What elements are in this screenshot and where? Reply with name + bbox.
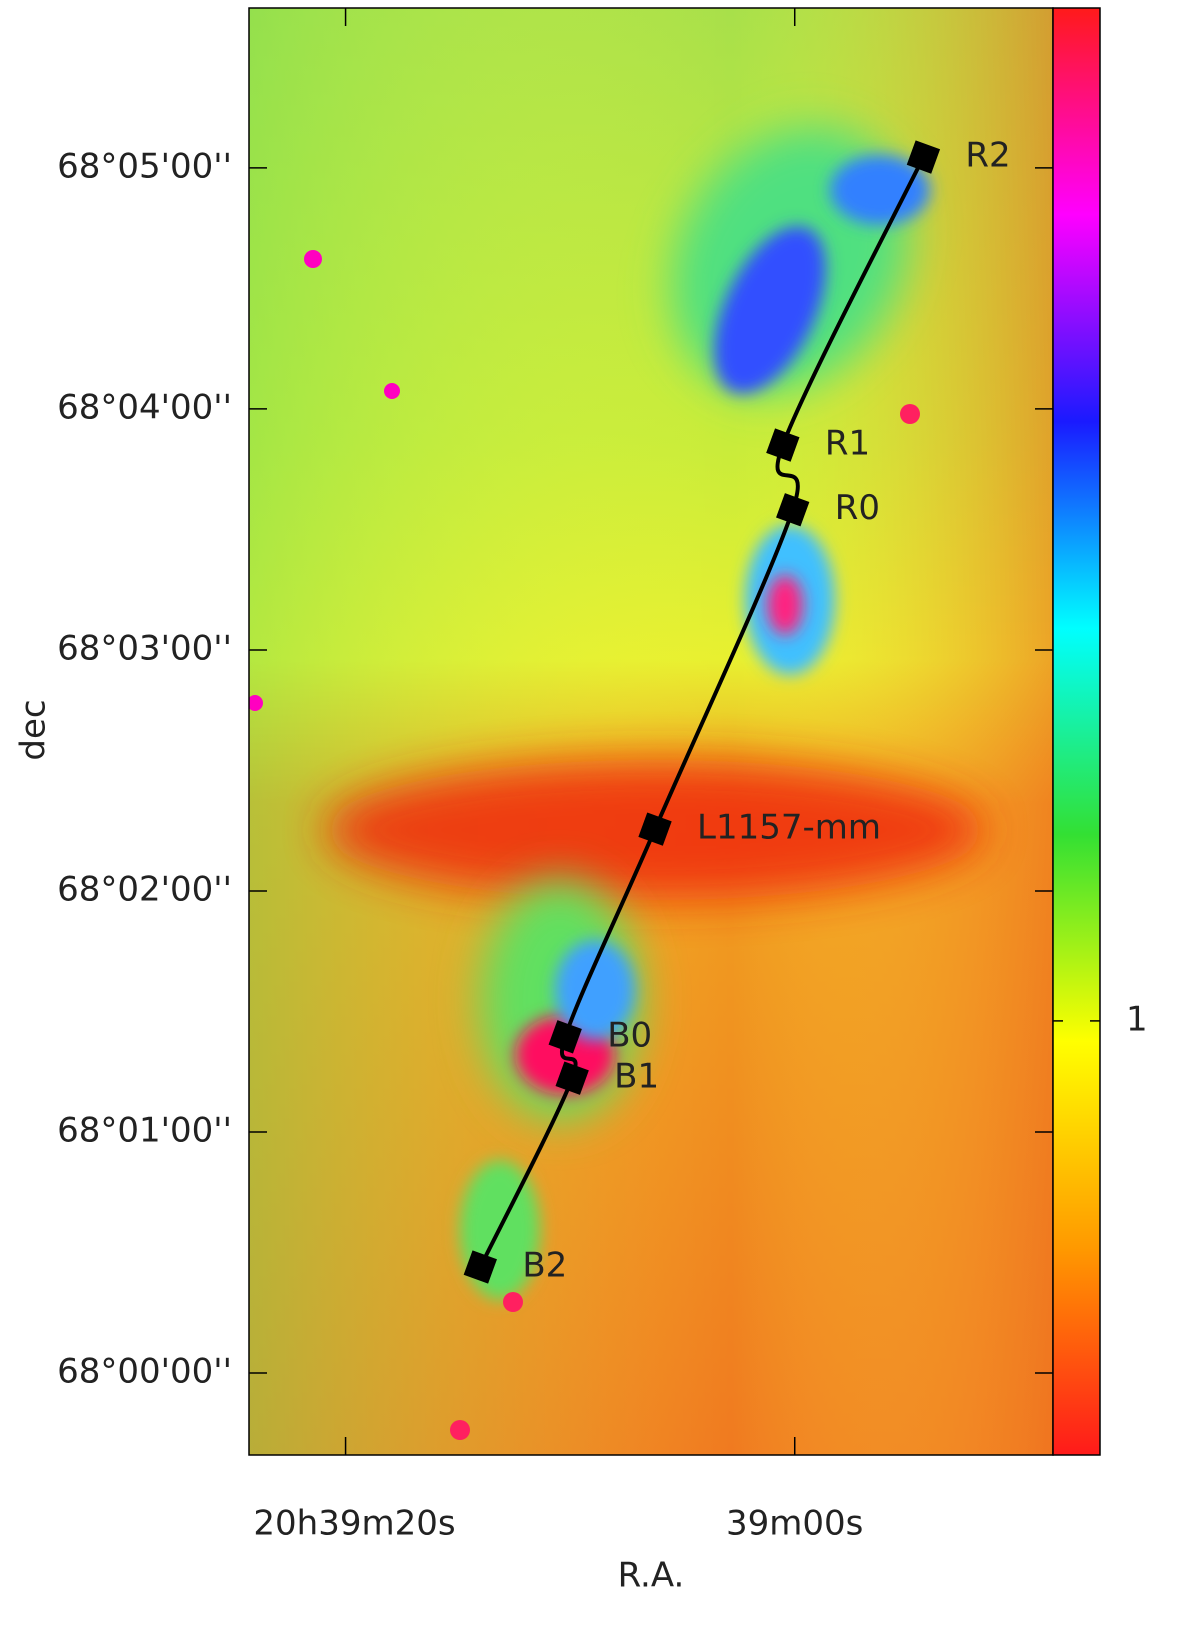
knot-marker — [555, 1061, 589, 1095]
knot-label: B1 — [614, 1057, 659, 1097]
colorbar — [1052, 7, 1101, 1456]
knot-marker — [906, 140, 941, 174]
knot-label: L1157-mm — [697, 808, 881, 848]
knot-marker — [548, 1020, 582, 1054]
y-tick-label: 68°04'00'' — [57, 387, 232, 427]
image — [249, 8, 1053, 1455]
x-axis-label: R.A. — [618, 1556, 685, 1596]
knot-label: B0 — [607, 1015, 652, 1055]
y-tick-label: 68°02'00'' — [57, 869, 232, 909]
x-tick-label: 39m00s — [726, 1504, 863, 1544]
y-axis-label: dec — [14, 699, 54, 760]
y-tick-label: 68°03'00'' — [57, 628, 232, 668]
knot-marker — [463, 1250, 497, 1284]
knot-label: R1 — [825, 424, 870, 464]
x-tick-label: 20h39m20s — [253, 1504, 455, 1544]
colorbar-tick-label: 1 — [1126, 999, 1148, 1039]
y-tick-label: 68°01'00'' — [57, 1111, 232, 1151]
knot-marker — [776, 493, 810, 527]
knot-marker — [638, 812, 672, 846]
knot-label: R2 — [965, 136, 1010, 176]
knot-label: R0 — [835, 488, 880, 528]
y-tick-label: 68°00'00'' — [57, 1352, 232, 1392]
knot-marker — [766, 428, 800, 462]
knot-label: B2 — [522, 1245, 567, 1285]
y-tick-label: 68°05'00'' — [57, 146, 232, 186]
